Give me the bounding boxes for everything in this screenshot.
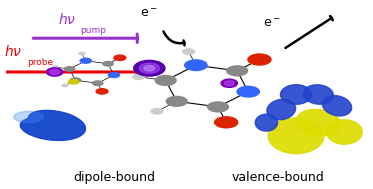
Text: e$^-$: e$^-$ [263,17,281,30]
Text: e$^-$: e$^-$ [140,7,158,20]
Polygon shape [322,96,352,116]
Polygon shape [255,114,278,131]
Circle shape [102,61,114,67]
Text: dipole-bound: dipole-bound [73,170,155,184]
Circle shape [51,65,59,69]
Polygon shape [267,99,296,120]
Circle shape [207,101,229,112]
Circle shape [166,96,188,107]
Circle shape [92,80,104,86]
Text: $h\nu$: $h\nu$ [4,44,23,59]
Circle shape [108,72,120,78]
Polygon shape [280,85,312,104]
Circle shape [69,77,81,83]
Circle shape [224,81,234,86]
Polygon shape [303,85,333,104]
Circle shape [144,65,155,71]
Circle shape [50,70,59,74]
Text: valence-bound: valence-bound [231,170,324,184]
Circle shape [61,84,69,87]
Circle shape [79,58,92,64]
Circle shape [247,53,272,66]
Polygon shape [14,111,43,123]
Circle shape [95,88,109,95]
Circle shape [113,54,126,61]
Polygon shape [327,120,362,144]
Text: probe: probe [27,58,53,67]
Circle shape [226,65,248,76]
Text: pump: pump [81,26,107,35]
Circle shape [221,79,237,87]
Circle shape [78,52,86,55]
Circle shape [139,63,160,73]
Circle shape [182,48,195,55]
Circle shape [46,68,63,76]
Circle shape [63,66,75,72]
Circle shape [154,75,177,86]
Polygon shape [268,118,324,154]
Polygon shape [20,110,85,140]
Polygon shape [296,109,341,136]
Circle shape [134,60,165,76]
Text: $h\nu$: $h\nu$ [58,12,76,27]
Circle shape [68,79,79,85]
Circle shape [236,86,260,98]
Circle shape [184,59,208,71]
Circle shape [150,108,164,115]
Circle shape [214,116,238,129]
Circle shape [132,74,145,80]
